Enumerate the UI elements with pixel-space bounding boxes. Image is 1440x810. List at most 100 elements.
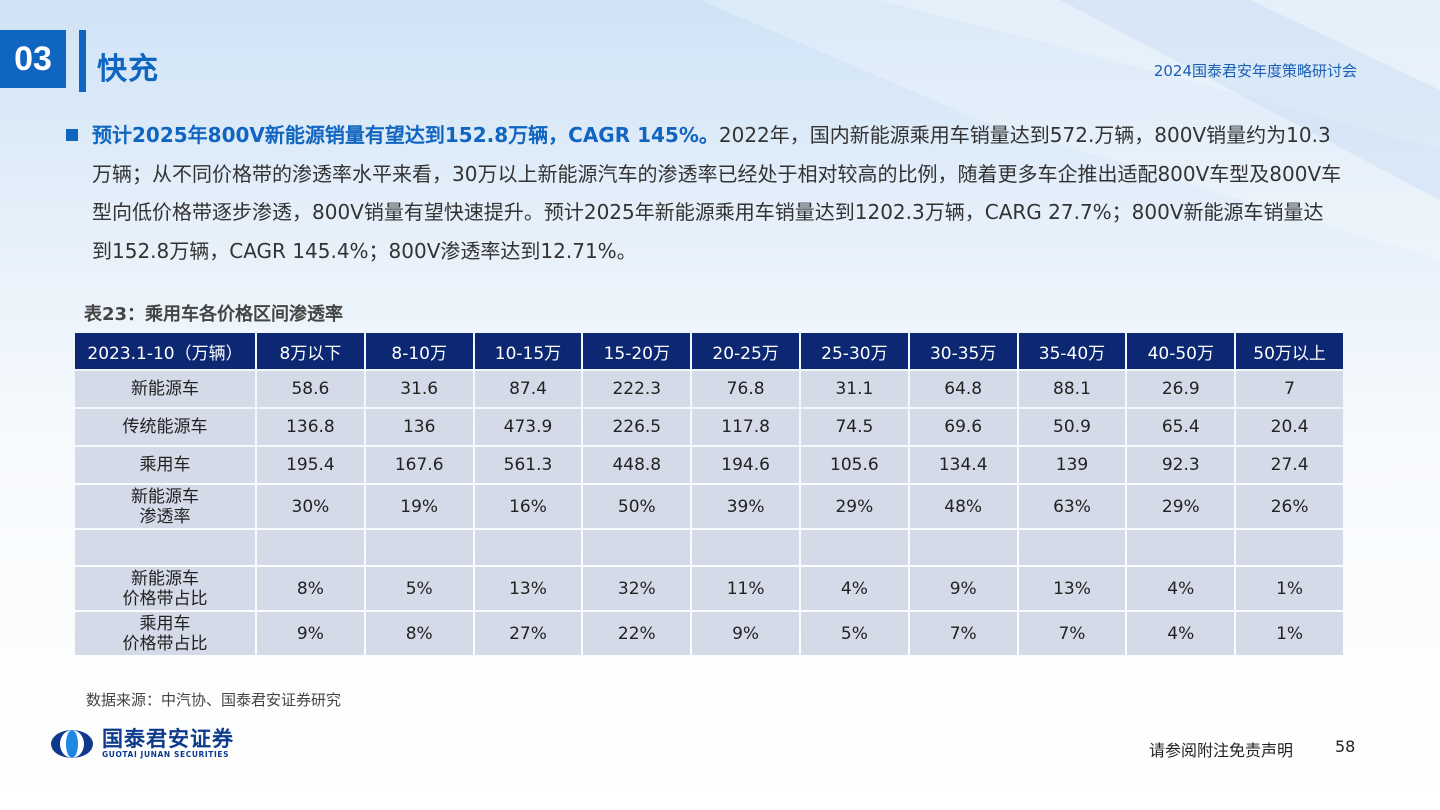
- table-cell: 8%: [257, 567, 364, 610]
- table-cell: 448.8: [583, 447, 691, 483]
- logo-chinese-name: 国泰君安证券: [102, 727, 234, 751]
- table-cell: 5%: [800, 612, 908, 655]
- table-cell: [583, 530, 691, 565]
- page-number: 58: [1335, 737, 1356, 756]
- row-label: 新能源车: [75, 371, 255, 407]
- table-cell: 74.5: [800, 409, 908, 445]
- table-cell: 50%: [583, 485, 691, 528]
- column-header: 8万以下: [257, 333, 364, 369]
- table-row: [75, 530, 1343, 565]
- table-row: 新能源车 渗透率 30% 19% 16% 50% 39% 29% 48% 63% 29% 26%: [75, 485, 1343, 528]
- column-header: 2023.1-10（万辆）: [75, 333, 255, 369]
- table-cell: [1018, 530, 1126, 565]
- table-caption: 表23：乘用车各价格区间渗透率: [84, 304, 344, 325]
- column-header: 40-50万: [1127, 333, 1235, 369]
- table-cell: 4%: [1127, 612, 1235, 655]
- table-cell: 194.6: [692, 447, 799, 483]
- table-cell: [1127, 530, 1235, 565]
- table-cell: 26%: [1236, 485, 1343, 528]
- table-cell: 48%: [909, 485, 1017, 528]
- table-cell: 27.4: [1236, 447, 1343, 483]
- table-cell: 29%: [800, 485, 908, 528]
- summary-paragraph: 预计2025年800V新能源销量有望达到152.8万辆，CAGR 145%。20…: [92, 116, 1342, 270]
- column-header: 10-15万: [474, 333, 582, 369]
- table-cell: 9%: [257, 612, 364, 655]
- table-cell: 11%: [692, 567, 799, 610]
- section-number: 03: [0, 30, 66, 88]
- column-header: 25-30万: [800, 333, 908, 369]
- table-cell: 4%: [800, 567, 908, 610]
- table-cell: 13%: [1018, 567, 1126, 610]
- row-label: 新能源车 渗透率: [75, 485, 255, 528]
- column-header: 20-25万: [692, 333, 799, 369]
- table-cell: 20.4: [1236, 409, 1343, 445]
- table-row: 传统能源车 136.8 136 473.9 226.5 117.8 74.5 69.6 50.9…: [75, 409, 1343, 445]
- table-cell: 64.8: [909, 371, 1017, 407]
- table-cell: 31.1: [800, 371, 908, 407]
- table-cell: 50.9: [1018, 409, 1126, 445]
- row-label: 乘用车: [75, 447, 255, 483]
- column-header: 30-35万: [909, 333, 1017, 369]
- table-cell: 136: [365, 409, 473, 445]
- row-label: 新能源车 价格带占比: [75, 567, 255, 610]
- table-cell: 32%: [583, 567, 691, 610]
- event-title: 2024国泰君安年度策略研讨会: [1153, 62, 1357, 80]
- table-cell: 7%: [909, 612, 1017, 655]
- table-cell: 4%: [1127, 567, 1235, 610]
- table-cell: 1%: [1236, 612, 1343, 655]
- table-cell: 19%: [365, 485, 473, 528]
- table-cell: 226.5: [583, 409, 691, 445]
- table-cell: 105.6: [800, 447, 908, 483]
- table-cell: 29%: [1127, 485, 1235, 528]
- column-header: 35-40万: [1018, 333, 1126, 369]
- table-cell: 222.3: [583, 371, 691, 407]
- table-cell: 9%: [692, 612, 799, 655]
- table-row: 新能源车 58.6 31.6 87.4 222.3 76.8 31.1 64.8 88.1 26.…: [75, 371, 1343, 407]
- row-label: [75, 530, 255, 565]
- table-cell: [909, 530, 1017, 565]
- table-cell: 22%: [583, 612, 691, 655]
- table-cell: 31.6: [365, 371, 473, 407]
- table-cell: [474, 530, 582, 565]
- table-cell: 9%: [909, 567, 1017, 610]
- logo-english-name: GUOTAI JUNAN SECURITIES: [102, 750, 230, 759]
- table-cell: 139: [1018, 447, 1126, 483]
- table-row: 新能源车 价格带占比 8% 5% 13% 32% 11% 4% 9% 13% 4% 1%: [75, 567, 1343, 610]
- table-cell: 16%: [474, 485, 582, 528]
- column-header: 50万以上: [1236, 333, 1343, 369]
- column-header: 8-10万: [365, 333, 473, 369]
- company-logo: 国泰君安证券 GUOTAI JUNAN SECURITIES: [50, 728, 234, 759]
- table-row: 乘用车 195.4 167.6 561.3 448.8 194.6 105.6 134.4 13…: [75, 447, 1343, 483]
- table-cell: 7%: [1018, 612, 1126, 655]
- table-cell: [365, 530, 473, 565]
- table-cell: 39%: [692, 485, 799, 528]
- table-cell: [692, 530, 799, 565]
- table-cell: 92.3: [1127, 447, 1235, 483]
- table-cell: 30%: [257, 485, 364, 528]
- table-cell: 136.8: [257, 409, 364, 445]
- table-cell: 58.6: [257, 371, 364, 407]
- table-cell: 88.1: [1018, 371, 1126, 407]
- table-cell: 8%: [365, 612, 473, 655]
- table-cell: [1236, 530, 1343, 565]
- penetration-table: 2023.1-10（万辆） 8万以下 8-10万 10-15万 15-20万 2…: [73, 331, 1345, 657]
- table-cell: 26.9: [1127, 371, 1235, 407]
- table-cell: 27%: [474, 612, 582, 655]
- table-cell: 7: [1236, 371, 1343, 407]
- table-row: 乘用车 价格带占比 9% 8% 27% 22% 9% 5% 7% 7% 4% 1%: [75, 612, 1343, 655]
- table-cell: 117.8: [692, 409, 799, 445]
- data-source-note: 数据来源：中汽协、国泰君安证券研究: [86, 691, 342, 709]
- row-label: 传统能源车: [75, 409, 255, 445]
- column-header: 15-20万: [583, 333, 691, 369]
- table-cell: 87.4: [474, 371, 582, 407]
- table-cell: 473.9: [474, 409, 582, 445]
- table-cell: 134.4: [909, 447, 1017, 483]
- table-cell: 195.4: [257, 447, 364, 483]
- table-cell: 76.8: [692, 371, 799, 407]
- title-accent-bar: [79, 30, 86, 92]
- table-cell: 65.4: [1127, 409, 1235, 445]
- section-title: 快充: [97, 52, 159, 87]
- row-label: 乘用车 价格带占比: [75, 612, 255, 655]
- table-cell: 13%: [474, 567, 582, 610]
- table-cell: 561.3: [474, 447, 582, 483]
